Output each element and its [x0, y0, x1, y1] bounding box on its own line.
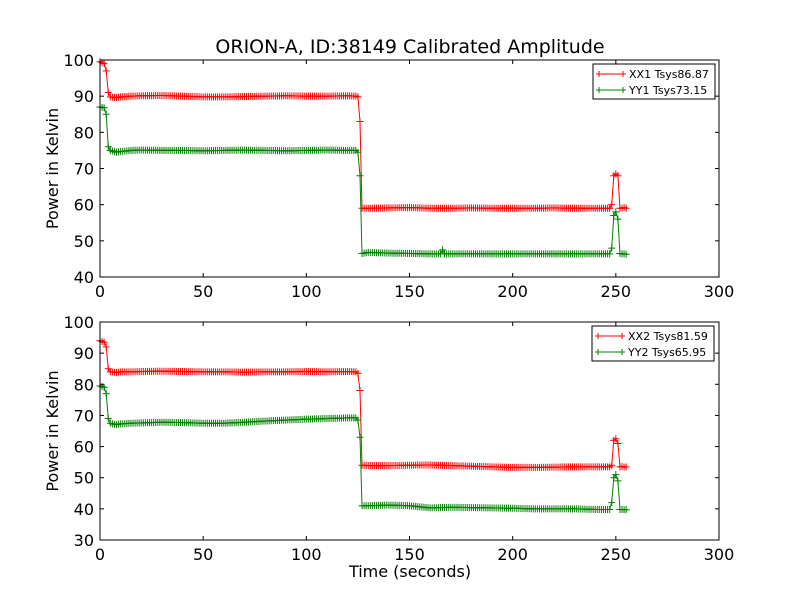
data-point [614, 439, 622, 447]
top-panel: 0 50 100 150 200 250 300 40 50 60 70 80 90 100 Power i… [43, 51, 734, 301]
x-tick-label: 50 [193, 545, 213, 564]
y-tick-label: 50 [74, 232, 94, 251]
data-point [354, 416, 362, 424]
legend-marker [595, 349, 601, 355]
x-tick-label: 0 [95, 282, 105, 301]
x-tick-label: 200 [497, 282, 528, 301]
x-tick-label: 250 [601, 545, 632, 564]
data-point [104, 143, 112, 151]
y-tick-label: 80 [74, 123, 94, 142]
legend-box [591, 325, 715, 362]
legend-marker [596, 71, 602, 77]
y-tick-label: 70 [74, 160, 94, 179]
data-point [612, 471, 620, 479]
x-axis-label: Time (seconds) [348, 562, 471, 581]
y-tick-label: 100 [63, 313, 94, 332]
data-point [610, 212, 618, 220]
data-point [439, 246, 447, 254]
data-point [100, 104, 108, 112]
data-point [100, 60, 108, 68]
data-point [608, 201, 616, 209]
data-point [622, 250, 630, 258]
x-tick-label: 300 [704, 282, 735, 301]
x-tick-label: 100 [291, 282, 322, 301]
series-markers-1 [96, 58, 630, 212]
data-point [356, 117, 364, 125]
data-point [100, 338, 108, 346]
data-point [622, 506, 630, 514]
data-point [100, 383, 108, 391]
legend-marker [620, 87, 626, 93]
data-point [612, 208, 620, 216]
y-tick-label: 60 [74, 196, 94, 215]
data-point [354, 369, 362, 377]
y-tick-label: 90 [74, 344, 94, 363]
legend-label: YY2 Tsys65.95 [627, 346, 706, 359]
data-point [614, 172, 622, 180]
legend-marker [620, 71, 626, 77]
y-axis-label: Power in Kelvin [43, 370, 62, 491]
legend-marker [595, 333, 601, 339]
y-tick-label: 90 [74, 87, 94, 106]
data-point [606, 204, 614, 212]
legend: XX2 Tsys81.59 YY2 Tsys65.95 [591, 325, 715, 362]
y-tick-label: 60 [74, 438, 94, 457]
y-axis-label: Power in Kelvin [43, 108, 62, 229]
data-point [614, 215, 622, 223]
x-tick-label: 200 [497, 545, 528, 564]
y-tick-label: 40 [74, 268, 94, 287]
x-tick-label: 300 [704, 545, 735, 564]
chart-title: ORION-A, ID:38149 Calibrated Amplitude [215, 36, 604, 58]
y-tick-label: 50 [74, 469, 94, 488]
x-tick-label: 0 [95, 545, 105, 564]
data-point [102, 390, 110, 398]
data-point [606, 250, 614, 258]
y-tick-label: 70 [74, 406, 94, 425]
data-point [354, 93, 362, 101]
data-point [104, 89, 112, 97]
x-tick-label: 250 [601, 282, 632, 301]
y-tick-label: 30 [74, 531, 94, 550]
data-point [622, 463, 630, 471]
data-point [606, 505, 614, 513]
data-point [356, 433, 364, 441]
data-point [102, 110, 110, 118]
legend-marker [619, 349, 625, 355]
legend-label: XX2 Tsys81.59 [628, 330, 708, 343]
data-point [614, 477, 622, 485]
series-markers-2 [96, 382, 630, 514]
data-point [102, 343, 110, 351]
legend-marker [619, 333, 625, 339]
data-point [608, 461, 616, 469]
series-markers-2 [96, 103, 630, 258]
legend-box [592, 63, 716, 100]
data-point [612, 435, 620, 443]
data-point [354, 148, 362, 156]
x-tick-label: 150 [394, 545, 425, 564]
x-tick-label: 100 [291, 545, 322, 564]
legend-label: XX1 Tsys86.87 [629, 68, 709, 81]
x-tick-label: 150 [394, 282, 425, 301]
y-tick-label: 80 [74, 375, 94, 394]
y-tick-label: 100 [63, 51, 94, 70]
data-point [104, 415, 112, 423]
data-point [102, 67, 110, 75]
data-point [622, 204, 630, 212]
data-point [608, 244, 616, 252]
y-tick-label: 40 [74, 500, 94, 519]
data-point [356, 172, 364, 180]
legend-label: YY1 Tsys73.15 [628, 84, 707, 97]
x-tick-label: 50 [193, 282, 213, 301]
legend-marker [596, 87, 602, 93]
legend: XX1 Tsys86.87 YY1 Tsys73.15 [592, 63, 716, 100]
bottom-panel: 0 50 100 150 200 250 300 30 40 50 60 70 80 90 100 Power… [43, 313, 734, 564]
data-point [356, 387, 364, 395]
data-point [608, 499, 616, 507]
series-markers-1 [96, 337, 630, 471]
